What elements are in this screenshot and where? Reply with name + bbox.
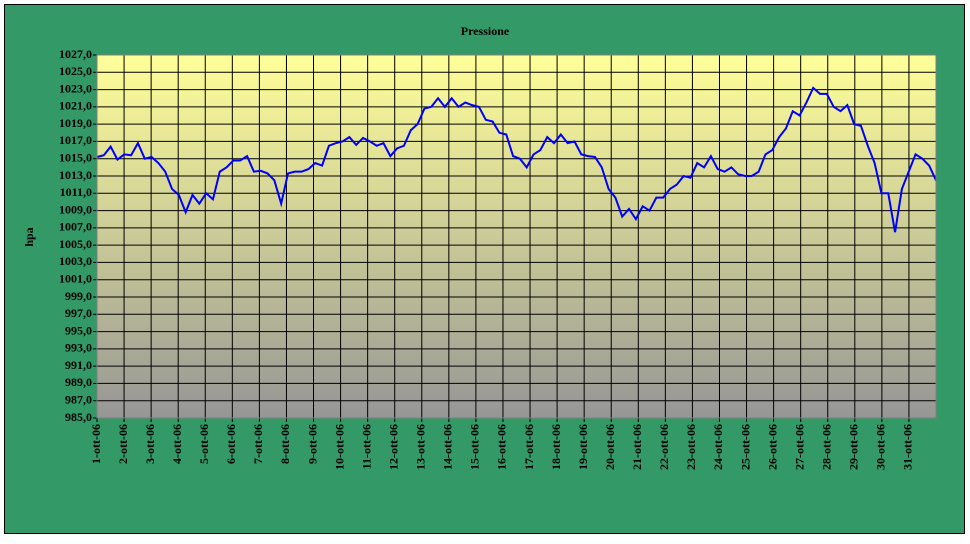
y-tick-label: 1021,0 (59, 99, 92, 113)
y-tick-label: 1019,0 (59, 116, 92, 130)
y-tick-label: 1017,0 (59, 133, 92, 147)
x-tick-label: 26-ott-06 (765, 424, 779, 470)
y-tick-label: 1023,0 (59, 81, 92, 95)
x-tick-label: 15-ott-06 (468, 424, 482, 470)
x-tick-label: 3-ott-06 (143, 424, 157, 464)
plot-border (96, 54, 937, 419)
y-tick-label: 1003,0 (59, 254, 92, 268)
x-tick-label: 20-ott-06 (603, 424, 617, 470)
x-tick-label: 6-ott-06 (224, 424, 238, 464)
x-tick-label: 2-ott-06 (116, 424, 130, 464)
y-tick-label: 991,0 (65, 358, 92, 372)
x-tick-label: 18-ott-06 (549, 424, 563, 470)
y-tick-label: 1009,0 (59, 202, 92, 216)
x-tick-label: 25-ott-06 (738, 424, 752, 470)
chart-title: Pressione (461, 24, 510, 38)
x-tick-label: 29-ott-06 (847, 424, 861, 470)
x-tick-label: 7-ott-06 (251, 424, 265, 464)
x-tick-label: 17-ott-06 (522, 424, 536, 470)
y-tick-label: 1013,0 (59, 168, 92, 182)
x-tick-label: 22-ott-06 (657, 424, 671, 470)
y-axis-label: hpa (22, 227, 36, 246)
x-tick-label: 16-ott-06 (495, 424, 509, 470)
x-tick-label: 9-ott-06 (305, 424, 319, 464)
y-tick-label: 1011,0 (60, 185, 92, 199)
x-tick-label: 12-ott-06 (386, 424, 400, 470)
x-tick-label: 27-ott-06 (792, 424, 806, 470)
y-tick-label: 997,0 (65, 306, 92, 320)
x-tick-label: 11-ott-06 (359, 424, 373, 469)
x-tick-label: 8-ott-06 (278, 424, 292, 464)
x-tick-label: 1-ott-06 (89, 424, 103, 464)
x-tick-label: 31-ott-06 (901, 424, 915, 470)
x-tick-label: 19-ott-06 (576, 424, 590, 470)
y-tick-label: 995,0 (65, 323, 92, 337)
y-tick-label: 985,0 (65, 410, 92, 424)
y-tick-label: 999,0 (65, 289, 92, 303)
y-tick-label: 1005,0 (59, 237, 92, 251)
x-tick-label: 30-ott-06 (874, 424, 888, 470)
y-tick-label: 1001,0 (59, 271, 92, 285)
y-tick-label: 1027,0 (59, 47, 92, 61)
x-tick-label: 23-ott-06 (684, 424, 698, 470)
x-tick-label: 24-ott-06 (711, 424, 725, 470)
y-tick-label: 1015,0 (59, 150, 92, 164)
x-tick-label: 10-ott-06 (332, 424, 346, 470)
y-tick-label: 1025,0 (59, 64, 92, 78)
y-tick-label: 987,0 (65, 392, 92, 406)
x-tick-label: 5-ott-06 (197, 424, 211, 464)
plot-area (96, 54, 937, 419)
y-tick-label: 1007,0 (59, 220, 92, 234)
x-tick-label: 4-ott-06 (170, 424, 184, 464)
data-line (96, 86, 937, 233)
x-tick-label: 21-ott-06 (630, 424, 644, 470)
x-tick-label: 14-ott-06 (441, 424, 455, 470)
y-tick-label: 989,0 (65, 375, 92, 389)
x-tick-label: 28-ott-06 (819, 424, 833, 470)
y-tick-label: 993,0 (65, 341, 92, 355)
x-tick-label: 13-ott-06 (414, 424, 428, 470)
